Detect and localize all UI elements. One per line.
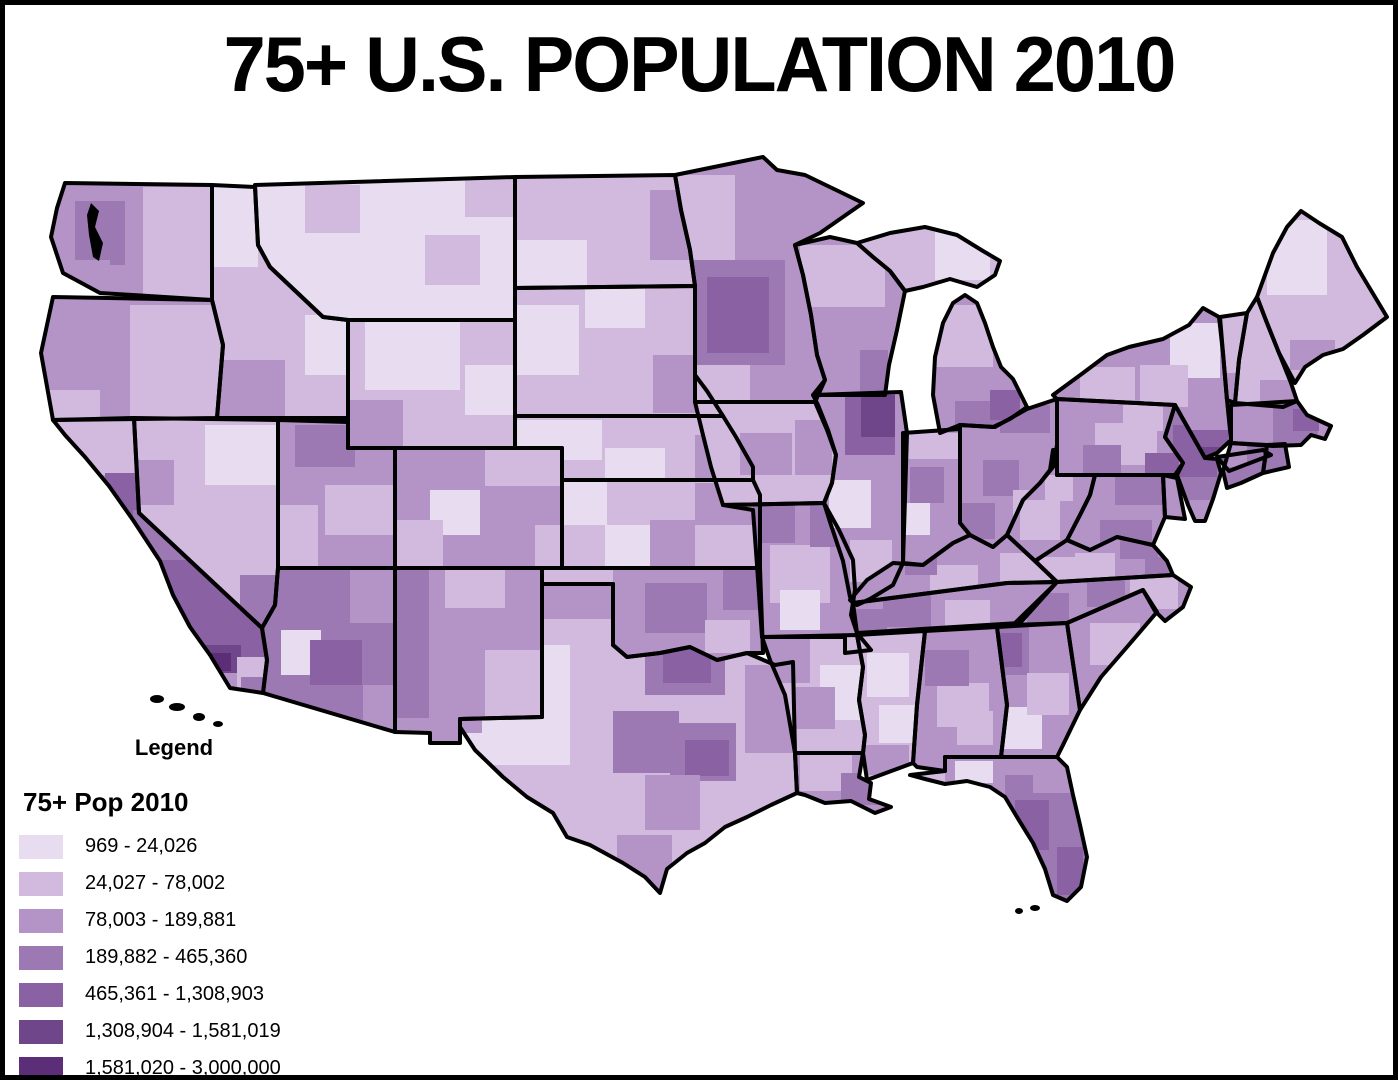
legend-swatch-class2 <box>19 871 63 896</box>
state-washington <box>51 183 212 300</box>
us-choropleth-map <box>39 155 1389 914</box>
legend-swatch-class7 <box>19 1056 63 1075</box>
legend-swatch-class4 <box>19 945 63 970</box>
state-new-mexico <box>395 568 542 743</box>
legend-row: 24,027 - 78,002 <box>19 865 349 902</box>
map-area <box>5 5 1393 1075</box>
state-indiana <box>903 429 970 565</box>
legend-row: 465,361 - 1,308,903 <box>19 976 349 1013</box>
state-georgia <box>997 623 1080 757</box>
state-tennessee <box>853 582 1057 633</box>
legend-label: 78,003 - 189,881 <box>85 909 237 931</box>
state-alabama <box>913 627 1007 771</box>
state-utah <box>278 420 395 568</box>
state-pennsylvania <box>1057 399 1183 475</box>
state-maryland <box>1067 475 1165 550</box>
legend-row: 189,882 - 465,360 <box>19 939 349 976</box>
legend-label: 1,308,904 - 1,581,019 <box>85 1020 281 1042</box>
state-south-dakota <box>515 286 723 416</box>
state-oklahoma <box>542 568 763 660</box>
state-florida <box>910 757 1087 901</box>
legend-swatch-class3 <box>19 908 63 933</box>
legend-label: 465,361 - 1,308,903 <box>85 983 265 1005</box>
state-nevada <box>134 418 278 628</box>
legend-swatch-class1 <box>19 834 63 859</box>
state-oregon <box>41 297 223 420</box>
state-arizona <box>262 568 395 732</box>
state-montana <box>255 177 515 320</box>
legend-row: 969 - 24,026 <box>19 828 349 865</box>
legend-subtitle: 75+ Pop 2010 <box>23 787 189 817</box>
state-west-virginia <box>1007 450 1095 561</box>
legend-rows: 969 - 24,026 24,027 - 78,002 78,003 - 18… <box>19 828 349 1079</box>
page-title: 75+ U.S. POPULATION 2010 <box>223 20 1177 108</box>
legend: Legend 75+ Pop 2010 969 - 24,026 24,027 … <box>19 735 349 1079</box>
state-arkansas <box>762 635 865 753</box>
state-minnesota <box>675 157 863 402</box>
coastal-islands <box>87 203 1040 914</box>
legend-swatch-class6 <box>19 1019 63 1044</box>
legend-label: 189,882 - 465,360 <box>85 946 248 968</box>
legend-row: 1,581,020 - 3,000,000 <box>19 1050 349 1079</box>
legend-row: 78,003 - 189,881 <box>19 902 349 939</box>
legend-label: 969 - 24,026 <box>85 835 198 857</box>
state-idaho <box>212 185 348 418</box>
legend-row: 1,308,904 - 1,581,019 <box>19 1013 349 1050</box>
legend-label: 1,581,020 - 3,000,000 <box>85 1057 281 1079</box>
legend-label: 24,027 - 78,002 <box>85 872 226 894</box>
state-texas <box>460 584 797 893</box>
legend-title: Legend <box>134 735 214 760</box>
state-wyoming <box>348 320 515 448</box>
state-north-dakota <box>515 175 695 288</box>
state-illinois <box>813 392 907 605</box>
state-mississippi <box>857 631 925 780</box>
state-colorado <box>395 448 562 568</box>
state-iowa <box>695 402 836 505</box>
legend-swatch-class5 <box>19 982 63 1007</box>
